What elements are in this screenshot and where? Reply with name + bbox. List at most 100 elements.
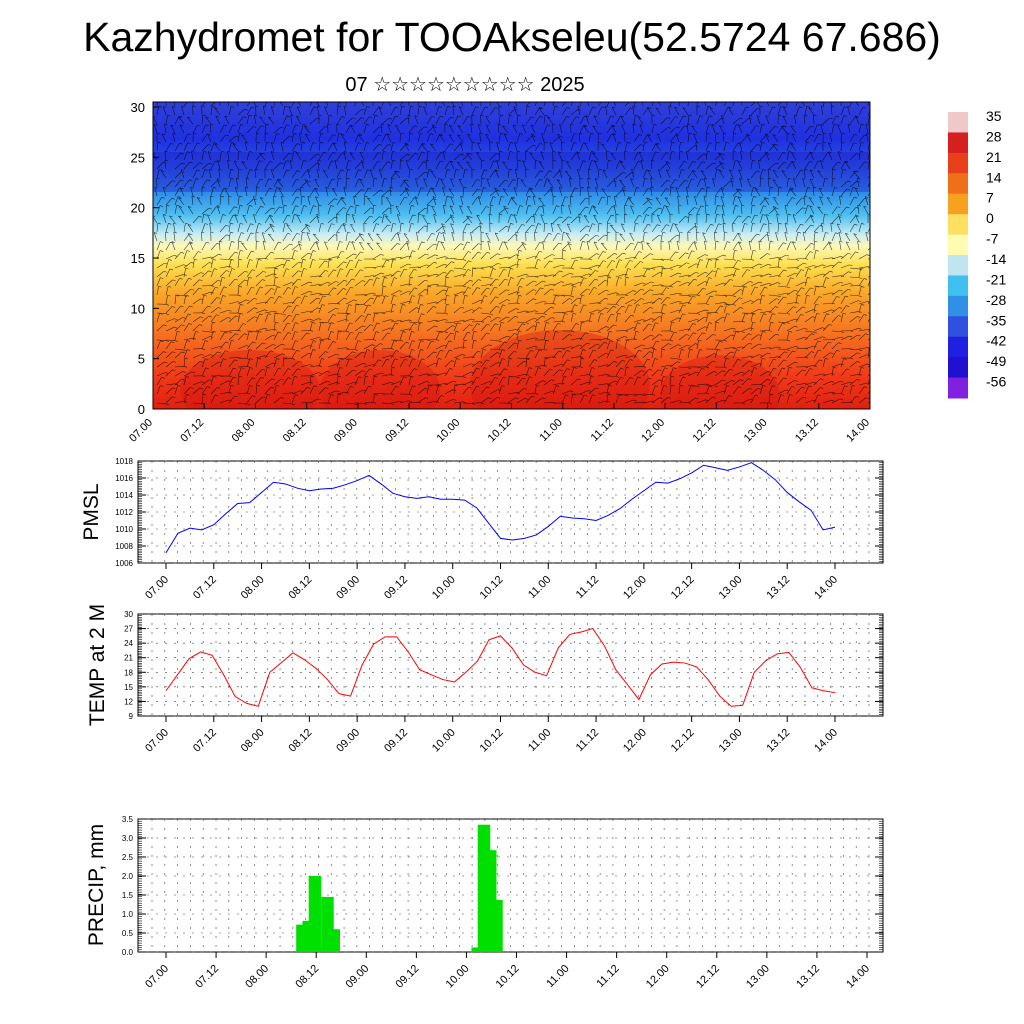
precip-bar <box>490 899 503 952</box>
x-tick-label: 13.00 <box>717 574 745 602</box>
precip-bar <box>308 876 322 952</box>
x-tick-label: 13.12 <box>764 727 792 755</box>
colorbar-swatch <box>948 193 968 215</box>
x-tick-label: 11.00 <box>526 574 553 601</box>
chart-title: Kazhydromet for TOOAkseleu(52.5724 67.68… <box>83 14 941 60</box>
grid <box>138 818 883 953</box>
x-tick-label: 12.00 <box>621 574 649 602</box>
colorbar-swatch <box>948 152 968 174</box>
x-tick-label: 13.00 <box>717 727 745 755</box>
x-tick-label: 09.12 <box>383 417 411 445</box>
colorbar-label: -49 <box>986 353 1006 369</box>
x-tick-label: 13.12 <box>794 963 822 991</box>
x-tick-label: 09.12 <box>382 727 410 755</box>
y-axis-label: PRECIP, mm <box>85 824 108 946</box>
colorbar-swatch <box>948 377 968 399</box>
x-tick-label: 11.12 <box>594 963 621 990</box>
colorbar-swatch <box>948 173 968 195</box>
x-tick-label: 07.12 <box>191 727 219 755</box>
precip-panel: 0.0 0.5 1.0 1.5 2.0 2.5 3.0 3.5 07.00 07.12 08.00 0… <box>85 815 884 991</box>
y-tick-label: 30 <box>131 100 145 115</box>
x-tick-label: 08.12 <box>287 727 315 755</box>
x-tick-label: 13.00 <box>744 963 772 991</box>
x-tick-label: 07.12 <box>178 417 206 445</box>
x-tick-label: 09.00 <box>334 574 362 602</box>
x-tick-label: 09.00 <box>334 727 362 755</box>
x-tick-label: 12.00 <box>644 963 672 991</box>
y-tick-label: 10 <box>131 301 145 316</box>
x-tick-label: 07.00 <box>143 727 171 755</box>
x-tick-label: 10.12 <box>494 963 522 991</box>
x-tick-label: 07.12 <box>191 574 219 602</box>
x-tick-label: 08.00 <box>243 963 271 991</box>
pmsl-panel: 1006 1008 1010 1012 1014 1016 1018 07.00 07.12 08… <box>80 457 884 602</box>
x-tick-label: 08.12 <box>287 574 315 602</box>
x-tick-label: 10.12 <box>486 417 514 445</box>
colorbar-label: -7 <box>986 231 999 247</box>
colorbar: 35 28 21 14 7 0 -7 -14 -21 -28 -35 -42 -49 -56 <box>948 108 1006 399</box>
y-tick-label: 1008 <box>115 542 133 551</box>
x-tick-label: 12.00 <box>639 417 667 445</box>
x-tick-label: 10.00 <box>444 963 472 991</box>
temp2m-panel: 9 12 15 18 21 24 27 30 07.00 07.12 08.00 08.12 09.00… <box>86 604 884 755</box>
x-tick-label: 12.12 <box>669 574 697 602</box>
y-tick-label: 20 <box>131 201 145 216</box>
x-tick-label: 08.00 <box>239 727 267 755</box>
x-tick-label: 11.00 <box>526 727 553 754</box>
x-tick-label: 10.00 <box>430 727 458 755</box>
x-tick-label: 10.12 <box>478 574 506 602</box>
colorbar-label: -14 <box>986 251 1006 267</box>
colorbar-label: 35 <box>986 108 1002 124</box>
colorbar-label: 28 <box>986 128 1002 144</box>
x-tick-label: 12.12 <box>691 417 719 445</box>
y-tick-label: 18 <box>124 668 133 677</box>
colorbar-label: -35 <box>986 312 1006 328</box>
x-tick-label: 08.12 <box>281 417 309 445</box>
x-tick-label: 07.00 <box>143 963 171 991</box>
x-tick-label: 11.12 <box>589 417 616 444</box>
y-tick-label: 1.5 <box>122 891 134 900</box>
y-tick-label: 0.5 <box>122 929 134 938</box>
y-tick-label: 15 <box>131 251 145 266</box>
x-tick-label: 08.00 <box>239 574 267 602</box>
x-tick-label: 07.00 <box>127 417 155 445</box>
panel-frame <box>137 613 884 717</box>
warm-cell <box>320 350 440 409</box>
x-tick-label: 09.12 <box>382 574 410 602</box>
y-tick-label: 15 <box>124 683 133 692</box>
colorbar-label: -21 <box>986 271 1006 287</box>
x-tick-label: 08.00 <box>230 417 258 445</box>
x-tick-label: 07.12 <box>193 963 221 991</box>
colorbar-label: 21 <box>986 149 1002 165</box>
y-axis-label: PMSL <box>80 483 103 540</box>
colorbar-swatch <box>948 255 968 276</box>
x-tick-label: 13.12 <box>793 417 821 445</box>
y-tick-label: 9 <box>129 712 134 721</box>
x-tick-label: 09.00 <box>332 417 360 445</box>
cold-core <box>153 152 870 192</box>
x-tick-label: 11.12 <box>574 727 601 754</box>
y-tick-label: 1012 <box>115 508 133 517</box>
temp2m-line <box>165 627 836 707</box>
x-tick-label: 11.12 <box>574 574 601 601</box>
y-tick-label: 30 <box>124 610 133 619</box>
x-tick-label: 10.00 <box>430 574 458 602</box>
colorbar-swatch <box>948 214 968 236</box>
y-tick-label: 1006 <box>115 559 133 568</box>
colorbar-swatch <box>948 112 968 133</box>
x-tick-label: 12.00 <box>621 727 649 755</box>
y-tick-label: 25 <box>131 150 145 165</box>
colorbar-swatch <box>948 132 968 154</box>
x-tick-label: 09.00 <box>343 963 371 991</box>
x-tick-label: 14.00 <box>812 727 840 755</box>
colorbar-label: -28 <box>986 292 1006 308</box>
x-tick-label: 10.12 <box>478 727 506 755</box>
colorbar-label: -42 <box>986 333 1006 349</box>
y-tick-label: 1010 <box>115 525 133 534</box>
y-tick-label: 21 <box>124 654 133 663</box>
y-tick-label: 1.0 <box>122 910 134 919</box>
x-tick-label: 13.00 <box>742 417 770 445</box>
x-tick-label: 14.00 <box>812 574 840 602</box>
x-tick-label: 10.00 <box>434 417 462 445</box>
